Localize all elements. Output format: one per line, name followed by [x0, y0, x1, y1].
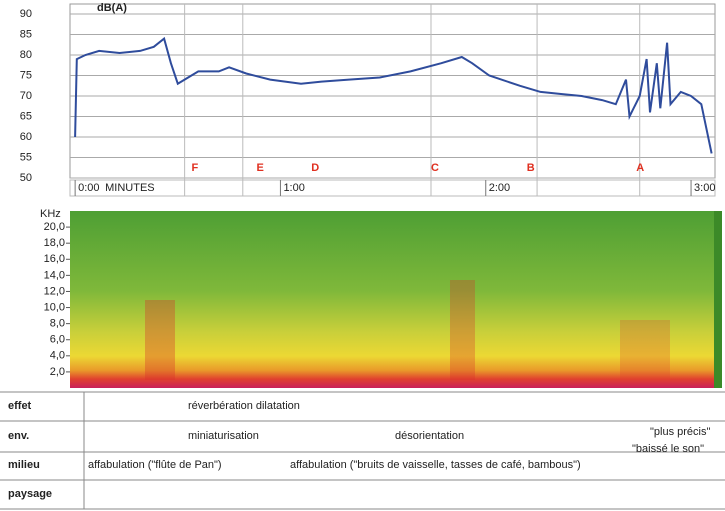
spectrogram-edge: [714, 211, 722, 388]
section-letter: A: [636, 162, 644, 174]
y-tick-label: 85: [20, 28, 32, 40]
y-tick-label: 16,0: [44, 253, 65, 265]
cell-text: réverbération dilatation: [188, 400, 300, 412]
x-axis-strip: [69, 179, 716, 197]
y-tick-label: 4,0: [50, 350, 65, 362]
x-tick-label: 0:00: [78, 182, 99, 194]
y-tick-label: 10,0: [44, 301, 65, 313]
section-letter: C: [431, 162, 439, 174]
section-letter: E: [256, 162, 263, 174]
cell-text: désorientation: [395, 430, 464, 442]
table-lines: [0, 391, 725, 510]
spectrogram-streak: [145, 300, 175, 380]
x-tick-label: 1:00: [283, 182, 304, 194]
y-tick-label: 8,0: [50, 318, 65, 330]
data-line: [74, 36, 713, 154]
row-label: env.: [8, 430, 29, 442]
y-tick-label: 65: [20, 110, 32, 122]
y-tick-label: 18,0: [44, 237, 65, 249]
y-tick-label: 55: [20, 151, 32, 163]
row-label: milieu: [8, 459, 40, 471]
y-tick-label: 12,0: [44, 285, 65, 297]
cell-text: affabulation ("bruits de vaisselle, tass…: [290, 459, 581, 471]
spectrogram-streak: [450, 280, 475, 380]
plot-frame: [69, 3, 716, 179]
section-letter: F: [191, 162, 198, 174]
row-label: paysage: [8, 488, 52, 500]
y-tick-label: 14,0: [44, 269, 65, 281]
x-tick-label: 3:00: [694, 182, 715, 194]
y-tick-label: 75: [20, 69, 32, 81]
y-tick-label: 90: [20, 8, 32, 20]
chart-title: dB(A): [97, 2, 127, 14]
cell-text: affabulation ("flûte de Pan"): [88, 459, 222, 471]
x-tick-label: 2:00: [489, 182, 510, 194]
section-letter: D: [311, 162, 319, 174]
y-tick-label: 70: [20, 90, 32, 102]
y-tick-label: 20,0: [44, 221, 65, 233]
y-tick-label: 60: [20, 131, 32, 143]
y-tick-label: 2,0: [50, 366, 65, 378]
y-tick-label: 50: [20, 172, 32, 184]
spectrogram-streak: [620, 320, 670, 380]
x-axis-label: MINUTES: [105, 182, 155, 194]
y-axis-label: KHz: [40, 208, 61, 220]
y-tick-label: 6,0: [50, 334, 65, 346]
cell-text: "baissé le son": [632, 443, 704, 455]
spectrogram: [70, 211, 718, 388]
row-label: effet: [8, 400, 32, 412]
section-letter: B: [527, 162, 535, 174]
y-tick-label: 80: [20, 49, 32, 61]
cell-text: miniaturisation: [188, 430, 259, 442]
cell-text: "plus précis": [650, 426, 710, 438]
